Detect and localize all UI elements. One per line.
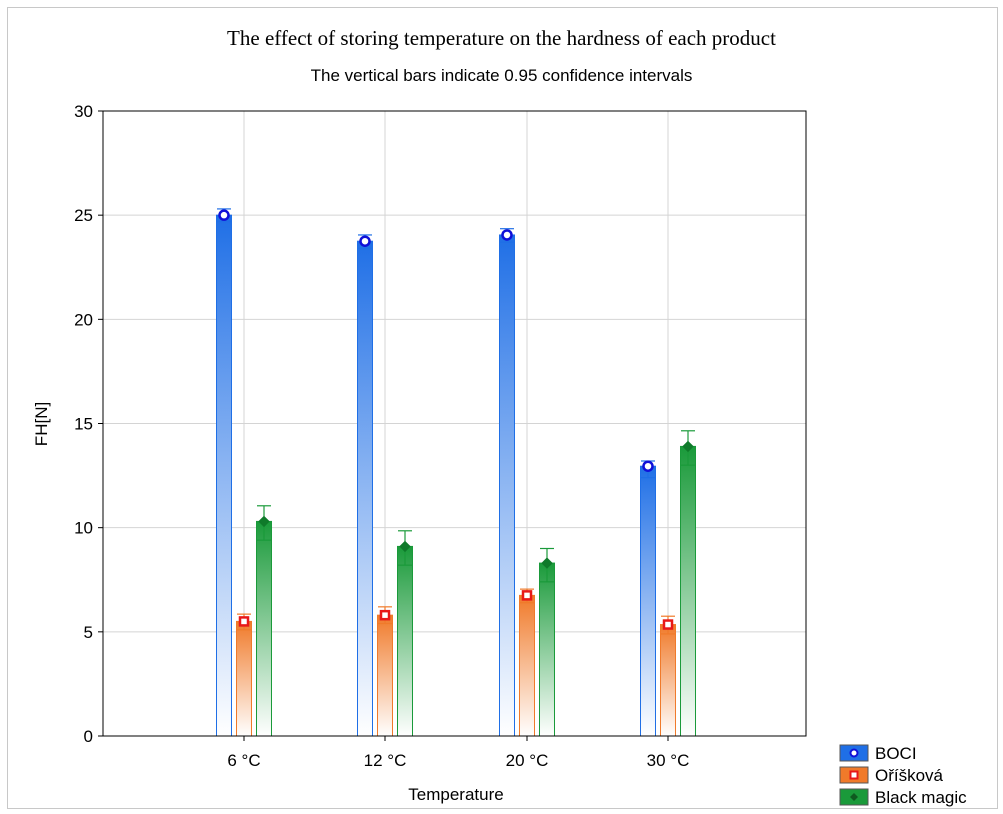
mean-marker bbox=[682, 440, 694, 453]
bar bbox=[397, 545, 413, 737]
y-tick-label: 5 bbox=[84, 623, 93, 642]
bar bbox=[519, 594, 535, 737]
x-axis-label: Temperature bbox=[408, 785, 503, 804]
x-tick-label: 20 °C bbox=[506, 751, 549, 770]
mean-marker bbox=[662, 619, 674, 630]
plot-border bbox=[102, 110, 807, 737]
legend-label: BOCI bbox=[875, 744, 917, 763]
mean-marker bbox=[359, 235, 371, 247]
bar bbox=[357, 240, 373, 737]
bar bbox=[660, 624, 676, 737]
bar bbox=[377, 614, 393, 737]
bar bbox=[539, 562, 555, 737]
x-tick-label: 6 °C bbox=[227, 751, 260, 770]
y-tick-label: 15 bbox=[74, 415, 93, 434]
y-tick-label: 30 bbox=[74, 102, 93, 121]
x-tick-label: 12 °C bbox=[364, 751, 407, 770]
axes: 0 5 10 15 20 25 30 6 °C 12 °C 20 °C 30 °C bbox=[74, 102, 807, 770]
legend-marker bbox=[850, 793, 858, 801]
legend-marker bbox=[849, 748, 859, 758]
mean-marker bbox=[642, 460, 654, 472]
bar bbox=[236, 620, 252, 737]
bar bbox=[640, 465, 656, 737]
bars bbox=[216, 208, 696, 737]
bar bbox=[256, 520, 272, 737]
legend-label: Oříšková bbox=[875, 766, 944, 785]
y-tick-label: 25 bbox=[74, 206, 93, 225]
x-tick-label: 30 °C bbox=[647, 751, 690, 770]
bar bbox=[216, 214, 232, 737]
chart-title: The effect of storing temperature on the… bbox=[227, 26, 776, 50]
bar bbox=[680, 445, 696, 737]
y-axis-label: FH[N] bbox=[32, 402, 51, 446]
mean-marker bbox=[541, 557, 553, 569]
legend: BOCI Oříšková Black magic bbox=[839, 744, 967, 807]
mean-marker bbox=[399, 540, 411, 553]
mean-marker bbox=[379, 609, 391, 621]
mean-marker bbox=[218, 209, 230, 221]
y-tick-label: 10 bbox=[74, 519, 93, 538]
mean-marker bbox=[258, 515, 270, 528]
y-tick-label: 0 bbox=[84, 727, 93, 746]
mean-marker bbox=[238, 616, 250, 627]
legend-label: Black magic bbox=[875, 788, 967, 807]
y-tick-label: 20 bbox=[74, 310, 93, 329]
chart-subtitle: The vertical bars indicate 0.95 confiden… bbox=[310, 66, 693, 85]
mean-marker bbox=[501, 229, 513, 241]
bar bbox=[499, 234, 515, 737]
grid bbox=[103, 110, 806, 737]
legend-marker bbox=[849, 770, 859, 780]
mean-marker bbox=[521, 590, 533, 601]
